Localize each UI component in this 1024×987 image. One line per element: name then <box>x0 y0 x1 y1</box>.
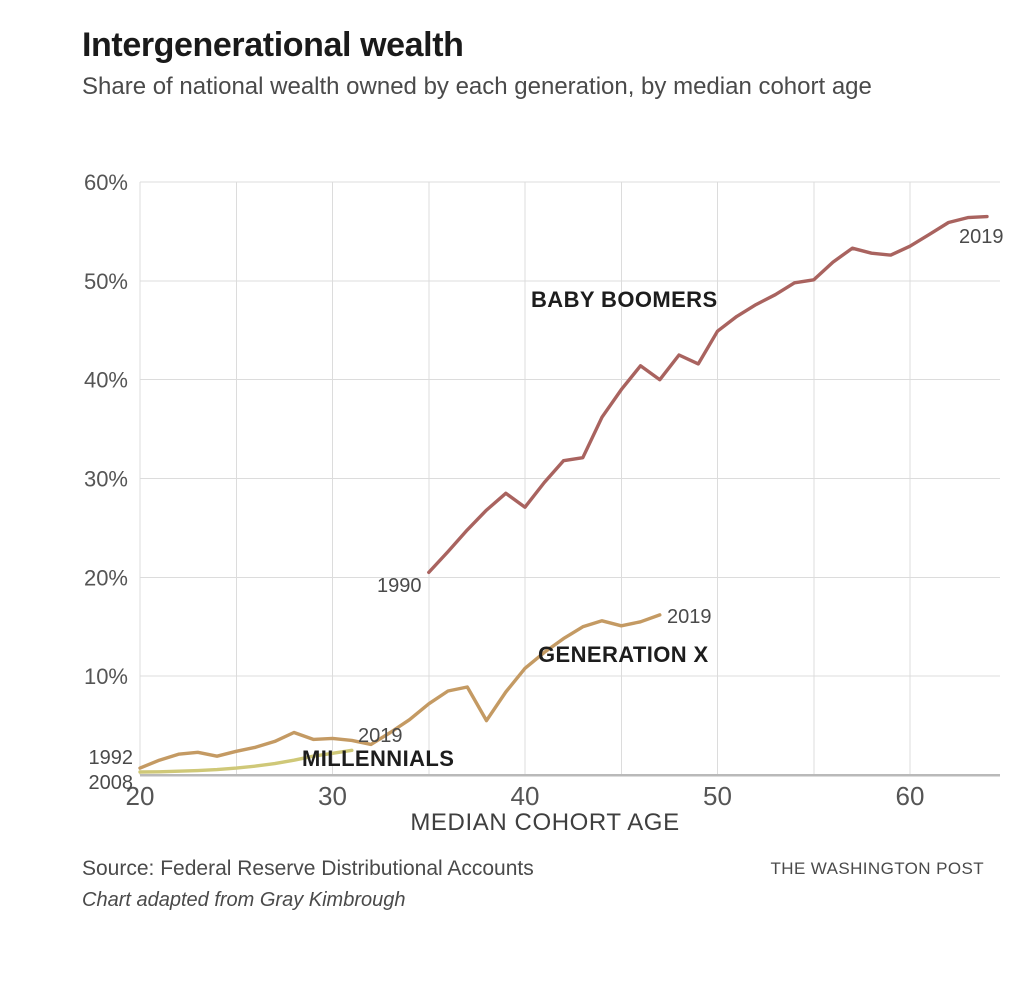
source-text: Source: Federal Reserve Distributional A… <box>82 857 534 880</box>
series-line-millennials <box>138 748 354 774</box>
series-label-millennials: MILLENNIALS <box>302 746 454 771</box>
series-line-generation-x <box>138 613 662 770</box>
y-gridlines <box>140 181 1000 677</box>
series-line-baby-boomers <box>427 214 989 575</box>
series-label-generation-x: GENERATION X <box>538 642 709 667</box>
footer-source-block: Source: Federal Reserve Distributional A… <box>82 855 722 914</box>
year-annotation-genx-1992: 1992 <box>89 747 134 769</box>
year-annotation-millennials-2008: 2008 <box>89 772 134 794</box>
y-tick-label-20%: 20% <box>84 565 128 590</box>
year-annotation-millennials-2019: 2019 <box>358 725 403 747</box>
series-label-baby-boomers: BABY BOOMERS <box>531 287 718 312</box>
x-tick-label-60: 60 <box>896 781 925 811</box>
chart-subtitle: Share of national wealth owned by each g… <box>82 73 872 101</box>
chart-header: Intergenerational wealth Share of nation… <box>82 26 982 103</box>
y-tick-label-40%: 40% <box>84 368 128 393</box>
x-tick-label-20: 20 <box>126 781 155 811</box>
y-axis-tick-labels: 60% 50% 40% 30% 20% 10% <box>84 170 128 689</box>
year-annotation-boomers-2019: 2019 <box>959 226 1004 248</box>
x-tick-label-30: 30 <box>318 781 347 811</box>
x-axis-tick-labels: 20 30 40 50 60 <box>126 781 925 811</box>
x-gridlines <box>139 182 911 775</box>
year-annotation-boomers-1990: 1990 <box>377 575 422 597</box>
page-title: Intergenerational wealth <box>82 26 464 64</box>
x-tick-label-40: 40 <box>511 781 540 811</box>
y-tick-label-50%: 50% <box>84 269 128 294</box>
year-annotation-genx-2019: 2019 <box>667 606 712 628</box>
adapted-credit-text: Chart adapted from Gray Kimbrough <box>82 889 406 912</box>
y-tick-label-10%: 10% <box>84 664 128 689</box>
publisher-credit: THE WASHINGTON POST <box>770 859 984 878</box>
y-tick-label-30%: 30% <box>84 467 128 492</box>
x-axis-title: MEDIAN COHORT AGE <box>410 809 679 836</box>
series-lines <box>138 214 989 774</box>
x-tick-label-50: 50 <box>703 781 732 811</box>
y-tick-label-60%: 60% <box>84 170 128 195</box>
